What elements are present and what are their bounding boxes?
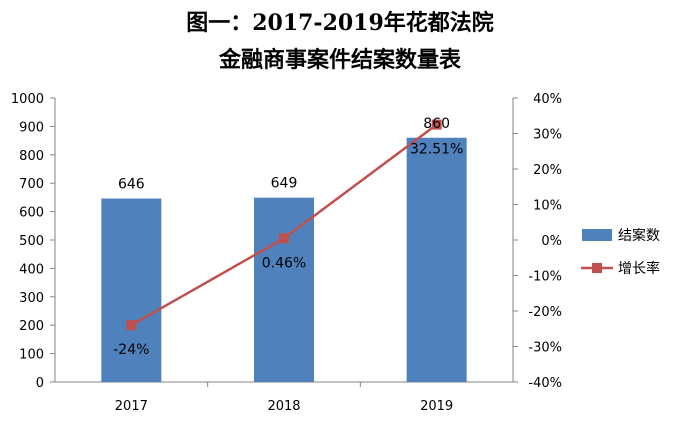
- y-right-tick-label: -40%: [528, 376, 562, 391]
- line-marker: [431, 119, 442, 130]
- y-right-tick-label: 40%: [533, 92, 562, 107]
- y-left-tick-label: 1000: [11, 92, 44, 107]
- bar-data-label: 649: [271, 176, 298, 192]
- bar: [101, 198, 162, 382]
- x-tick-label: 2019: [420, 399, 453, 414]
- x-tick-label: 2018: [267, 399, 300, 414]
- chart-title-line-1: 图一：2017-2019年花都法院: [186, 10, 494, 36]
- line-marker: [279, 233, 289, 244]
- legend-label-bar: 结案数: [618, 227, 660, 244]
- bar-data-label: 860: [423, 116, 450, 132]
- y-left-tick-label: 300: [19, 291, 44, 306]
- y-right-tick-label: 0%: [541, 234, 562, 249]
- legend-marker-line: [592, 263, 602, 273]
- y-left-tick-label: 400: [19, 262, 44, 277]
- x-tick-label: 2017: [115, 399, 148, 414]
- bar: [254, 197, 314, 382]
- line-data-label: 0.46%: [262, 255, 306, 271]
- y-left-tick-label: 600: [19, 206, 44, 221]
- y-left-tick-label: 200: [19, 319, 44, 334]
- plot-area: 0 100 200 300 400 500 600 700 800 900 1000 -40% -30%…: [11, 92, 562, 414]
- legend-label-line: 增长率: [618, 260, 660, 277]
- line-marker: [126, 320, 137, 331]
- line-data-label: -24%: [113, 342, 149, 358]
- y-right-tick-label: -30%: [528, 341, 562, 356]
- bar: [406, 137, 467, 382]
- chart-title-line-2: 金融商事案件结案数量表: [218, 47, 462, 73]
- y-right-tick-label: 20%: [533, 163, 562, 178]
- y-right-tick-label: -20%: [528, 305, 562, 320]
- y-left-tick-label: 500: [19, 234, 44, 249]
- y-left-tick-label: 900: [19, 120, 44, 135]
- y-right-tick-label: -10%: [528, 270, 562, 285]
- y-right-tick-label: 30%: [533, 128, 562, 143]
- legend-swatch-bar: [582, 229, 612, 241]
- line-data-label: 32.51%: [410, 142, 463, 158]
- y-left-tick-label: 0: [36, 376, 44, 391]
- y-right-tick-label: 10%: [533, 199, 562, 214]
- bar-data-label: 646: [118, 177, 145, 193]
- legend: 结案数 增长率: [581, 227, 660, 277]
- y-left-tick-label: 100: [19, 348, 44, 363]
- y-left-tick-label: 700: [19, 177, 44, 192]
- y-left-tick-label: 800: [19, 149, 44, 164]
